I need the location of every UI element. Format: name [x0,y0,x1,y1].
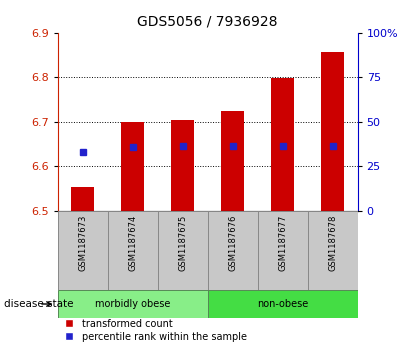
Text: GSM1187675: GSM1187675 [178,215,187,271]
Text: GSM1187677: GSM1187677 [278,215,287,271]
Bar [258,211,307,290]
Text: GSM1187674: GSM1187674 [128,215,137,271]
Bar [171,120,194,211]
Bar [58,290,208,318]
Bar [121,122,144,211]
Text: GSM1187676: GSM1187676 [228,215,237,271]
Bar [221,111,244,211]
Title: GDS5056 / 7936928: GDS5056 / 7936928 [137,15,278,29]
Text: morbidly obese: morbidly obese [95,299,170,309]
Text: GSM1187673: GSM1187673 [78,215,87,271]
Bar [157,211,208,290]
Bar [58,211,108,290]
Bar [307,211,358,290]
Text: non-obese: non-obese [257,299,308,309]
Bar [71,187,94,211]
Bar [271,78,294,211]
Legend: transformed count, percentile rank within the sample: transformed count, percentile rank withi… [59,319,247,342]
Bar [108,211,157,290]
Bar [321,52,344,211]
Bar [208,290,358,318]
Bar [208,211,258,290]
Text: disease state: disease state [4,299,74,309]
Text: GSM1187678: GSM1187678 [328,215,337,271]
